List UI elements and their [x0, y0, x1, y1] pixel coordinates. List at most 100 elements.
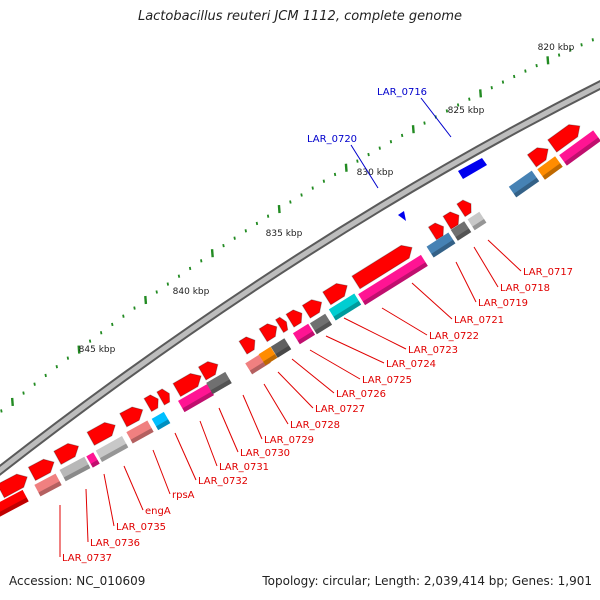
gene-box-shade: [99, 443, 129, 462]
ruler-minor-tick: [122, 314, 125, 318]
ruler-major-tick: [144, 295, 148, 305]
ruler-minor-tick: [445, 109, 449, 113]
gene-arrow: [0, 473, 28, 499]
gene-arrow: [526, 147, 549, 168]
gene-label[interactable]: LAR_0719: [478, 298, 528, 309]
gene-label[interactable]: LAR_0717: [523, 267, 573, 278]
gene-box: [537, 156, 563, 180]
genome-summary-text: Topology: circular; Length: 2,039,414 bp…: [262, 574, 592, 588]
gene-track: [0, 124, 600, 521]
gene-arrow: [274, 316, 289, 334]
ruler-minor-tick: [423, 121, 426, 125]
ruler-minor-tick: [155, 290, 158, 294]
ruler-major-tick: [77, 345, 81, 354]
gene-label[interactable]: LAR_0730: [240, 448, 290, 459]
label-leader: [123, 465, 144, 511]
ruler-minor-tick: [569, 48, 572, 52]
ruler-minor-tick: [389, 140, 393, 144]
gene-box-shade: [182, 391, 214, 413]
gene-box-shade: [63, 464, 91, 482]
gene-arrow: [143, 394, 159, 413]
ruler: 820 kbp 825 kbp 830 kbp 835 kbp 840 kbp 845 k…: [0, 38, 594, 413]
gene-box: [270, 338, 292, 358]
gene-box-body: [309, 313, 333, 335]
label-leader: [218, 407, 239, 453]
label-leader: [263, 383, 289, 425]
backbone-highlight: [0, 82, 600, 474]
ruler-minor-tick: [55, 365, 58, 369]
label-leader: [325, 335, 385, 364]
gene-box-shade: [333, 300, 362, 321]
gene-label[interactable]: engA: [145, 506, 171, 517]
gene-label[interactable]: LAR_0722: [429, 331, 479, 342]
gene-arrow: [301, 299, 323, 319]
gene-label[interactable]: LAR_0716: [377, 87, 427, 98]
gene-label[interactable]: LAR_0728: [290, 420, 340, 431]
gene-label[interactable]: LAR_0732: [198, 476, 248, 487]
gene-label[interactable]: LAR_0731: [219, 462, 269, 473]
gene-label[interactable]: LAR_0724: [386, 359, 436, 370]
gene-box-body: [292, 323, 316, 345]
gene-labels: LAR_0717 LAR_0718 LAR_0719 LAR_0721 LAR_0722…: [62, 87, 573, 564]
label-leader: [291, 358, 335, 394]
label-leader: [199, 420, 218, 467]
gene-box: [59, 456, 91, 482]
ruler-minor-tick: [111, 322, 114, 327]
gene-box: [450, 221, 472, 241]
ruler-minor-tick: [322, 179, 326, 183]
gene-box-body: [328, 293, 362, 321]
ruler-major-tick: [344, 163, 348, 172]
gene-label[interactable]: LAR_0727: [315, 404, 365, 415]
gene-label[interactable]: LAR_0726: [336, 389, 386, 400]
gene-box: [95, 436, 129, 462]
ruler-label: 830 kbp: [357, 168, 394, 178]
ruler-minor-tick: [289, 200, 292, 204]
gene-box-body: [270, 338, 292, 358]
gene-box: [34, 473, 62, 497]
ruler-major-tick: [277, 204, 281, 214]
gene-box-shade: [275, 345, 292, 358]
ruler-minor-tick: [356, 159, 359, 163]
ruler-major-tick: [411, 125, 415, 134]
gene-label[interactable]: LAR_0736: [90, 538, 140, 549]
gene-box-body: [358, 254, 428, 306]
label-leader: [103, 473, 115, 527]
ruler-major-tick: [479, 89, 483, 98]
gene-label[interactable]: rpsA: [172, 490, 195, 501]
gene-box: [206, 371, 232, 395]
gene-box-shade: [210, 379, 232, 395]
label-leader: [277, 371, 314, 409]
gene-box: [358, 254, 428, 306]
ruler-minor-tick: [244, 229, 247, 233]
label-leader: [242, 394, 263, 440]
ruler-minor-tick: [580, 43, 583, 47]
gene-label[interactable]: LAR_0720: [307, 134, 357, 145]
gene-arrow: [119, 406, 144, 428]
gene-label[interactable]: LAR_0737: [62, 553, 112, 564]
gene-box-body: [450, 221, 472, 241]
gene-arrow: [86, 421, 116, 446]
ruler-minor-tick: [400, 133, 404, 138]
map-title: Lactobacillus reuteri JCM 1112, complete…: [137, 9, 463, 24]
gene-box-shade: [263, 354, 278, 366]
ruler-minor-tick: [255, 221, 259, 226]
ruler-label: 845 kbp: [79, 345, 116, 355]
gene-label[interactable]: LAR_0723: [408, 345, 458, 356]
ruler-minor-tick: [233, 236, 236, 240]
gene-label[interactable]: LAR_0735: [116, 522, 166, 533]
gene-arrow: [547, 124, 581, 153]
gene-box-shade: [314, 321, 333, 335]
gene-box: [559, 130, 600, 166]
label-leader: [473, 246, 499, 288]
gene-label[interactable]: LAR_0725: [362, 375, 412, 386]
ruler-minor-tick: [512, 74, 516, 79]
gene-label[interactable]: LAR_0729: [264, 435, 314, 446]
ruler-minor-tick: [33, 382, 36, 386]
gene-label[interactable]: LAR_0721: [454, 315, 504, 326]
label-leader: [420, 97, 452, 138]
gene-box-shade: [472, 219, 487, 231]
ruler-minor-tick: [22, 391, 25, 395]
gene-feature: [398, 211, 406, 221]
gene-label[interactable]: LAR_0718: [500, 283, 550, 294]
ruler-minor-tick: [468, 97, 471, 101]
